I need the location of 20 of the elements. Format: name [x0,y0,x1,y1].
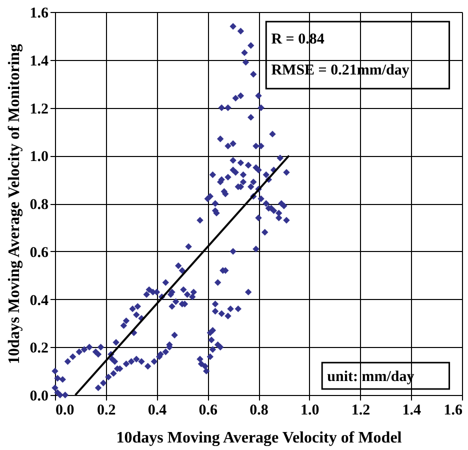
x-tick-label: 0.6 [198,402,218,418]
x-tick-label: 1.2 [351,402,370,418]
y-tick-label: 0.2 [30,340,48,357]
x-tick-label: 0.8 [250,402,268,418]
x-tick-label: 0.4 [148,402,168,418]
y-tick-label: 0.6 [30,244,49,261]
y-tick-label: 1.6 [30,6,49,22]
y-axis-title: 10days Moving Average Velocity of Monitoring [6,44,23,364]
x-tick-label: 1.6 [444,402,463,418]
x-tick-label: 0.0 [56,402,74,418]
y-tick-label: 0.8 [30,197,48,213]
x-tick-label: 1.4 [402,402,422,418]
x-tick-label: 0.2 [97,402,116,418]
y-tick-label: 1.4 [30,53,49,70]
y-tick-label: 0.4 [30,292,49,309]
y-tick-label: 1.2 [30,101,48,118]
y-tick-label: 0.0 [30,388,48,404]
x-axis-title: 10days Moving Average Velocity of Model [116,430,402,446]
x-tick-label: 1.0 [300,402,320,418]
y-tick-label: 1.0 [30,149,48,166]
